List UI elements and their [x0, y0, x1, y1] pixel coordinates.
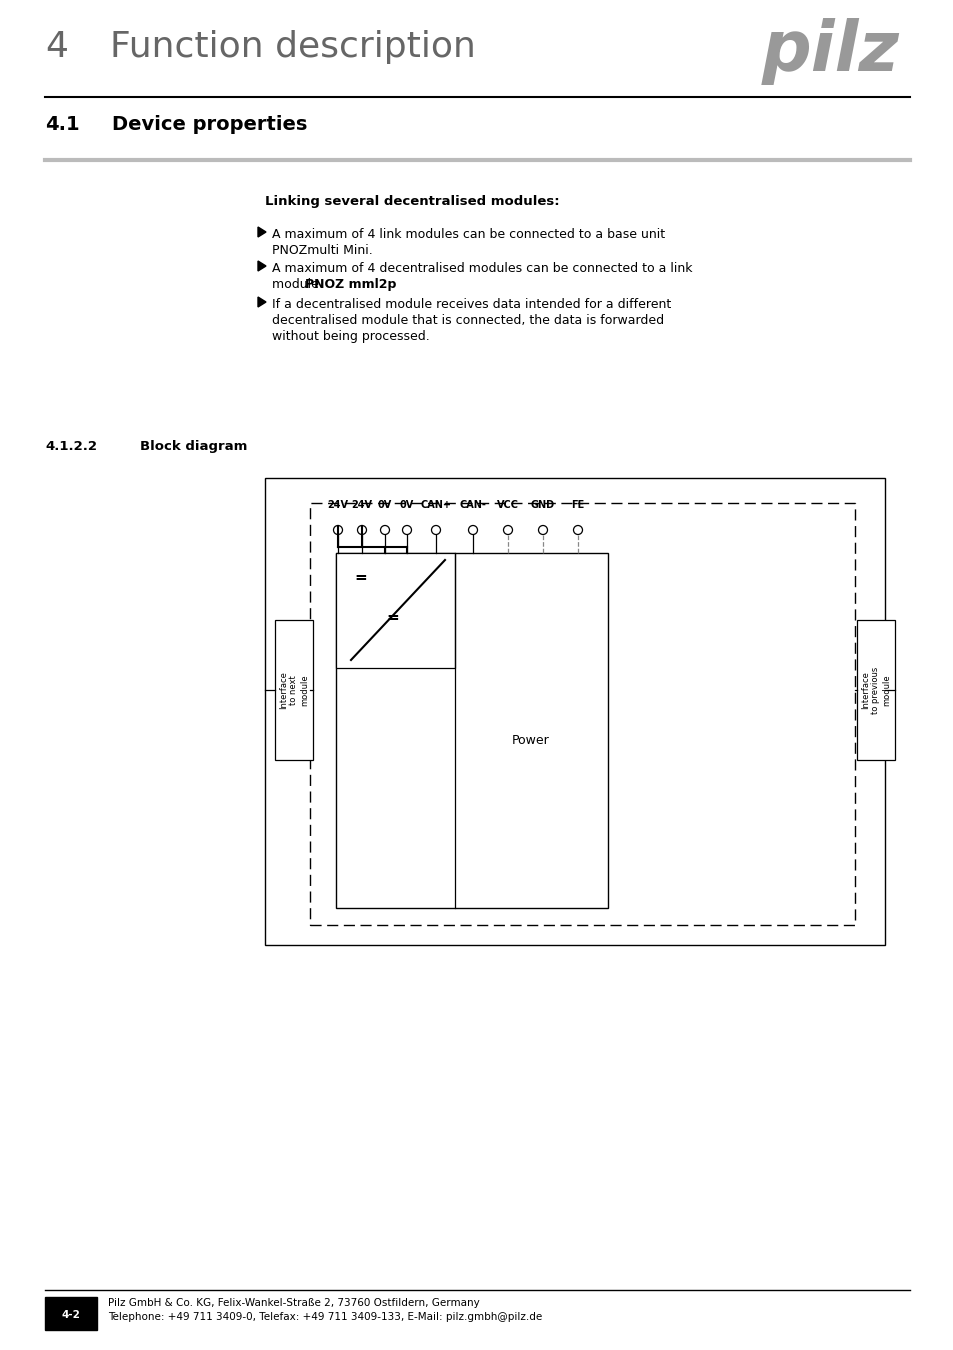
- Text: decentralised module that is connected, the data is forwarded: decentralised module that is connected, …: [272, 315, 663, 327]
- Text: 4.1: 4.1: [45, 115, 79, 134]
- Bar: [310, 504, 854, 925]
- Text: Device properties: Device properties: [112, 115, 307, 134]
- Text: 4: 4: [45, 30, 68, 63]
- Text: CAN-: CAN-: [459, 500, 486, 510]
- Text: FE: FE: [571, 500, 584, 510]
- Bar: [265, 478, 884, 945]
- Text: 24V: 24V: [327, 500, 348, 510]
- Bar: [335, 554, 455, 668]
- Text: PNOZ mml2p: PNOZ mml2p: [305, 278, 395, 292]
- Text: 4-2: 4-2: [62, 1310, 80, 1320]
- Bar: [856, 620, 894, 760]
- Text: Function description: Function description: [110, 30, 476, 63]
- Polygon shape: [257, 227, 266, 238]
- Text: A maximum of 4 decentralised modules can be connected to a link: A maximum of 4 decentralised modules can…: [272, 262, 692, 275]
- Text: Interface
to next
module: Interface to next module: [279, 671, 309, 709]
- Text: 0V: 0V: [399, 500, 414, 510]
- Text: module: module: [272, 278, 322, 292]
- Text: 0V: 0V: [377, 500, 392, 510]
- Text: Pilz GmbH & Co. KG, Felix-Wankel-Straße 2, 73760 Ostfildern, Germany: Pilz GmbH & Co. KG, Felix-Wankel-Straße …: [108, 1297, 479, 1308]
- Text: 24V: 24V: [351, 500, 372, 510]
- Text: If a decentralised module receives data intended for a different: If a decentralised module receives data …: [272, 298, 671, 311]
- Text: VCC: VCC: [497, 500, 518, 510]
- Text: Telephone: +49 711 3409-0, Telefax: +49 711 3409-133, E-Mail: pilz.gmbh@pilz.de: Telephone: +49 711 3409-0, Telefax: +49 …: [108, 1312, 541, 1322]
- Text: =: =: [386, 610, 398, 625]
- Polygon shape: [257, 297, 266, 306]
- Text: Interface
to previous
module: Interface to previous module: [861, 667, 890, 714]
- Text: without being processed.: without being processed.: [272, 329, 429, 343]
- Text: PNOZmulti Mini.: PNOZmulti Mini.: [272, 244, 373, 256]
- Text: 4.1.2.2: 4.1.2.2: [45, 440, 97, 454]
- Text: Power: Power: [512, 733, 549, 747]
- Text: Linking several decentralised modules:: Linking several decentralised modules:: [265, 194, 559, 208]
- Text: pilz: pilz: [761, 18, 899, 85]
- Text: .: .: [378, 278, 382, 292]
- Bar: [335, 554, 607, 909]
- Text: CAN+: CAN+: [420, 500, 451, 510]
- Bar: [274, 620, 313, 760]
- Text: Block diagram: Block diagram: [140, 440, 247, 454]
- Text: GND: GND: [531, 500, 555, 510]
- Text: =: =: [354, 570, 366, 585]
- Bar: [45, 1297, 97, 1330]
- Polygon shape: [257, 261, 266, 271]
- Text: A maximum of 4 link modules can be connected to a base unit: A maximum of 4 link modules can be conne…: [272, 228, 664, 242]
